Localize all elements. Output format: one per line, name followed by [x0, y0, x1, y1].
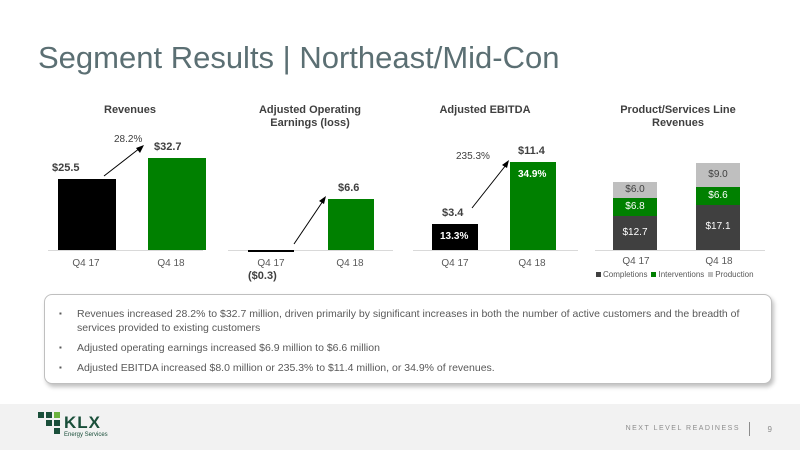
- data-label: $3.4: [442, 206, 464, 219]
- bullet-item: ▪ Adjusted EBITDA increased $8.0 million…: [59, 361, 759, 375]
- x-axis: [413, 250, 578, 251]
- bar-segment-production: [696, 163, 740, 188]
- tick-label: Q4 18: [518, 258, 546, 269]
- bar-segment-production: [613, 182, 657, 199]
- data-label: ($0.3): [248, 270, 277, 282]
- chart-title: Revenues: [104, 104, 156, 116]
- growth-arrow: [293, 196, 326, 245]
- data-label: $6.6: [338, 181, 360, 194]
- legend-label: Production: [715, 270, 754, 279]
- legend-label: Completions: [603, 270, 648, 279]
- chart-title: Adjusted Operating Earnings (loss): [258, 104, 362, 129]
- x-axis: [595, 250, 765, 251]
- data-label: $6.0: [625, 184, 645, 196]
- tick-label: Q4 18: [336, 258, 364, 269]
- footer-divider: [749, 422, 750, 436]
- bullet-icon: ▪: [59, 343, 62, 352]
- bar-segment-interventions: [696, 187, 740, 205]
- data-label: $6.8: [625, 201, 645, 213]
- bullet-icon: ▪: [59, 363, 62, 372]
- data-label: $11.4: [518, 145, 545, 158]
- bar-q4-18: [510, 162, 556, 250]
- data-label: $25.5: [52, 161, 80, 174]
- footer: NEXT LEVEL READINESS 9: [0, 404, 800, 450]
- legend: Completions Interventions Production: [596, 270, 754, 279]
- margin-label: 34.9%: [518, 169, 547, 181]
- bar-segment-completions: [696, 204, 740, 250]
- bar-q4-17: [248, 250, 294, 253]
- footer-tagline: NEXT LEVEL READINESS: [625, 425, 740, 432]
- bar-q4-17: [432, 223, 478, 250]
- slide-title: Segment Results | Northeast/Mid-Con: [38, 40, 560, 75]
- legend-item-production: Production: [708, 270, 754, 279]
- data-label: $6.6: [708, 189, 728, 201]
- margin-label: 13.3%: [440, 230, 469, 242]
- bar-q4-18: [328, 198, 374, 250]
- growth-label: 28.2%: [114, 134, 143, 145]
- x-axis: [48, 250, 203, 251]
- page-number: 9: [767, 425, 772, 434]
- chart-title: Adjusted EBITDA: [439, 104, 531, 116]
- logo-subtext: Energy Services: [64, 432, 108, 438]
- growth-arrow: [471, 160, 509, 209]
- bar-q4-18: [148, 158, 206, 250]
- klx-logo-icon: [38, 412, 60, 434]
- logo-text: KLX: [64, 413, 101, 432]
- growth-arrow: [103, 145, 144, 177]
- bullet-text: Adjusted EBITDA increased $8.0 million o…: [77, 362, 495, 374]
- legend-label: Interventions: [658, 270, 705, 279]
- tick-label: Q4 18: [157, 258, 185, 269]
- data-label: $9.0: [708, 169, 728, 181]
- bullet-text: Adjusted operating earnings increased $6…: [77, 342, 380, 354]
- data-label: $32.7: [154, 141, 182, 154]
- bullet-item: ▪ Revenues increased 28.2% to $32.7 mill…: [59, 307, 759, 335]
- summary-box: ▪ Revenues increased 28.2% to $32.7 mill…: [44, 294, 772, 384]
- bar-q4-17: [58, 178, 116, 250]
- data-label: $12.7: [622, 227, 648, 239]
- bullet-item: ▪ Adjusted operating earnings increased …: [59, 341, 759, 355]
- tick-label: Q4 18: [705, 256, 733, 267]
- x-axis: [228, 250, 393, 251]
- tick-label: Q4 17: [72, 258, 100, 269]
- growth-label: 235.3%: [456, 151, 490, 162]
- tick-label: Q4 17: [622, 256, 650, 267]
- chart-title: Product/Services Line Revenues: [620, 104, 736, 129]
- bar-segment-completions: [613, 216, 657, 250]
- legend-item-interventions: Interventions: [651, 270, 704, 279]
- data-label: $17.1: [705, 221, 731, 233]
- tick-label: Q4 17: [257, 258, 285, 269]
- bullet-text: Revenues increased 28.2% to $32.7 millio…: [77, 308, 740, 334]
- legend-item-completions: Completions: [596, 270, 647, 279]
- bar-segment-interventions: [613, 198, 657, 217]
- tick-label: Q4 17: [441, 258, 469, 269]
- bullet-icon: ▪: [59, 309, 62, 318]
